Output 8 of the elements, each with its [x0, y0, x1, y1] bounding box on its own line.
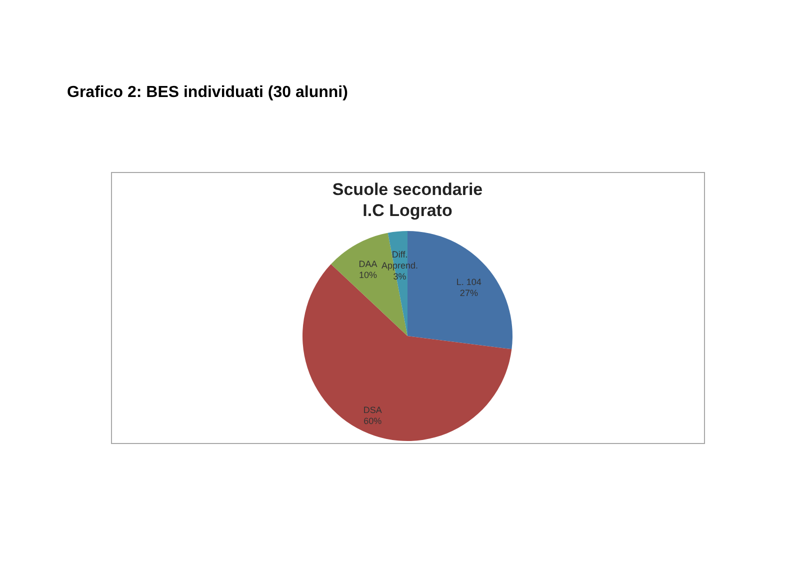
- chart-title: Grafico 2: BES individuati (30 alunni): [67, 84, 348, 101]
- chart-subtitle: Scuole secondarie I.C Lograto: [332, 180, 483, 220]
- slice-label: DSA: [363, 405, 382, 416]
- data-label: 60%: [364, 416, 382, 426]
- slice-label: L. 104: [456, 276, 482, 287]
- slice-label: DAA: [358, 259, 378, 270]
- data-label: 27%: [460, 288, 478, 298]
- data-label: 10%: [359, 270, 378, 280]
